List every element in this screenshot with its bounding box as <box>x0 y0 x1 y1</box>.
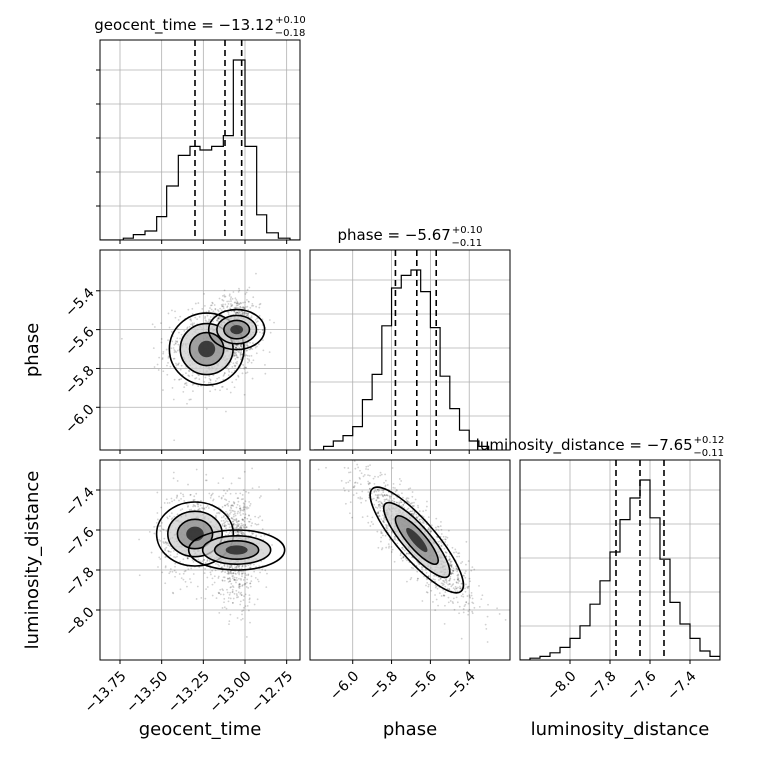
x-axis-label-phase: phase <box>383 719 437 740</box>
scatter-panel-luminosity_distance-vs-phase: −6.0 −5.8 −5.6 −5.4 <box>309 459 511 704</box>
contour-luminosity_distance-vs-geocent_time-0-0 <box>155 501 235 567</box>
histogram-luminosity_distance <box>520 479 720 660</box>
x-axis-labels: geocent_time phase luminosity_distance <box>139 719 710 740</box>
x-tick-label-phase-2: −5.6 <box>405 668 440 703</box>
histogram-phase <box>313 269 490 450</box>
x-tick-label-geocent_time-2: −13.25 <box>165 668 213 716</box>
contour-phase-vs-geocent_time-0-3 <box>198 340 216 358</box>
title-geocent_time: geocent_time = −13.12+0.10 −0.18 <box>94 15 305 39</box>
contour-phase-vs-geocent_time-1-0 <box>207 308 266 351</box>
y-tick-label-luminosity_distance-2: −7.6 <box>62 524 97 559</box>
y-tick-label-luminosity_distance-0: −8.0 <box>62 604 97 639</box>
corner-panels: −6.0−5.8−5.6−5.4−8.0−7.8−7.6−7.4−13.75−1… <box>62 39 721 716</box>
y-tick-label-luminosity_distance-1: −7.8 <box>62 564 97 599</box>
panel-frame <box>99 249 301 451</box>
panel-frame <box>519 459 721 661</box>
title-phase: phase = −5.67+0.10 −0.11 <box>338 225 483 249</box>
hist-panel-phase <box>309 249 511 454</box>
contour-phase-vs-geocent_time-1-3 <box>230 325 244 335</box>
x-tick-label-geocent_time-4: −12.75 <box>248 668 296 716</box>
x-tick-label-geocent_time-1: −13.50 <box>123 668 171 716</box>
x-tick-label-luminosity_distance-1: −7.8 <box>584 668 619 703</box>
x-tick-label-luminosity_distance-2: −7.6 <box>624 668 659 703</box>
scatter-panel-luminosity_distance-vs-geocent_time: −8.0 −7.8 −7.6 −7.4 −13.75−13.50−13.25−13.00… <box>62 459 301 716</box>
panel-frame <box>309 459 511 661</box>
x-tick-label-luminosity_distance-3: −7.4 <box>664 668 699 703</box>
x-axis-label-luminosity_distance: luminosity_distance <box>531 719 710 740</box>
y-axis-label-luminosity_distance: luminosity_distance <box>22 471 43 650</box>
contour-luminosity_distance-vs-geocent_time-1-0 <box>187 529 286 571</box>
contour-luminosity_distance-vs-geocent_time-1-3 <box>225 545 248 555</box>
panel-frame <box>309 249 511 451</box>
y-tick-label-phase-3: −5.4 <box>62 285 97 320</box>
y-tick-label-phase-2: −5.6 <box>62 324 97 359</box>
y-axis-labels: phase luminosity_distance <box>22 323 43 650</box>
contour-luminosity_distance-vs-phase-0-3 <box>406 527 428 553</box>
x-tick-label-phase-3: −5.4 <box>443 668 478 703</box>
y-tick-label-phase-0: −6.0 <box>62 402 97 437</box>
histogram-geocent_time <box>100 59 300 240</box>
x-axis-label-geocent_time: geocent_time <box>139 719 262 740</box>
x-tick-label-phase-0: −6.0 <box>327 668 362 703</box>
hist-panel-luminosity_distance: −8.0 −7.8 −7.6 −7.4 <box>519 459 721 704</box>
panel-frame <box>99 459 301 661</box>
x-tick-label-geocent_time-0: −13.75 <box>82 668 130 716</box>
panel-titles: geocent_time = −13.12+0.10 −0.18 phase = −… <box>94 15 724 459</box>
scatter-panel-phase-vs-geocent_time: −6.0 −5.8 −5.6 −5.4 <box>62 249 301 454</box>
hist-panel-geocent_time <box>96 39 301 244</box>
y-tick-label-luminosity_distance-3: −7.4 <box>62 484 97 519</box>
x-tick-label-luminosity_distance-0: −8.0 <box>544 668 579 703</box>
y-tick-label-phase-1: −5.8 <box>62 363 97 398</box>
x-tick-label-phase-1: −5.8 <box>366 668 401 703</box>
x-tick-label-geocent_time-3: −13.00 <box>207 668 255 716</box>
y-axis-label-phase: phase <box>22 323 43 377</box>
title-luminosity_distance: luminosity_distance = −7.65+0.12 −0.11 <box>476 435 725 459</box>
contour-luminosity_distance-vs-phase-0-0 <box>369 486 465 594</box>
panel-frame <box>99 39 301 241</box>
